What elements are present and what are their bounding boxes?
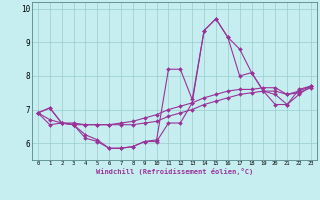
X-axis label: Windchill (Refroidissement éolien,°C): Windchill (Refroidissement éolien,°C) [96,168,253,175]
